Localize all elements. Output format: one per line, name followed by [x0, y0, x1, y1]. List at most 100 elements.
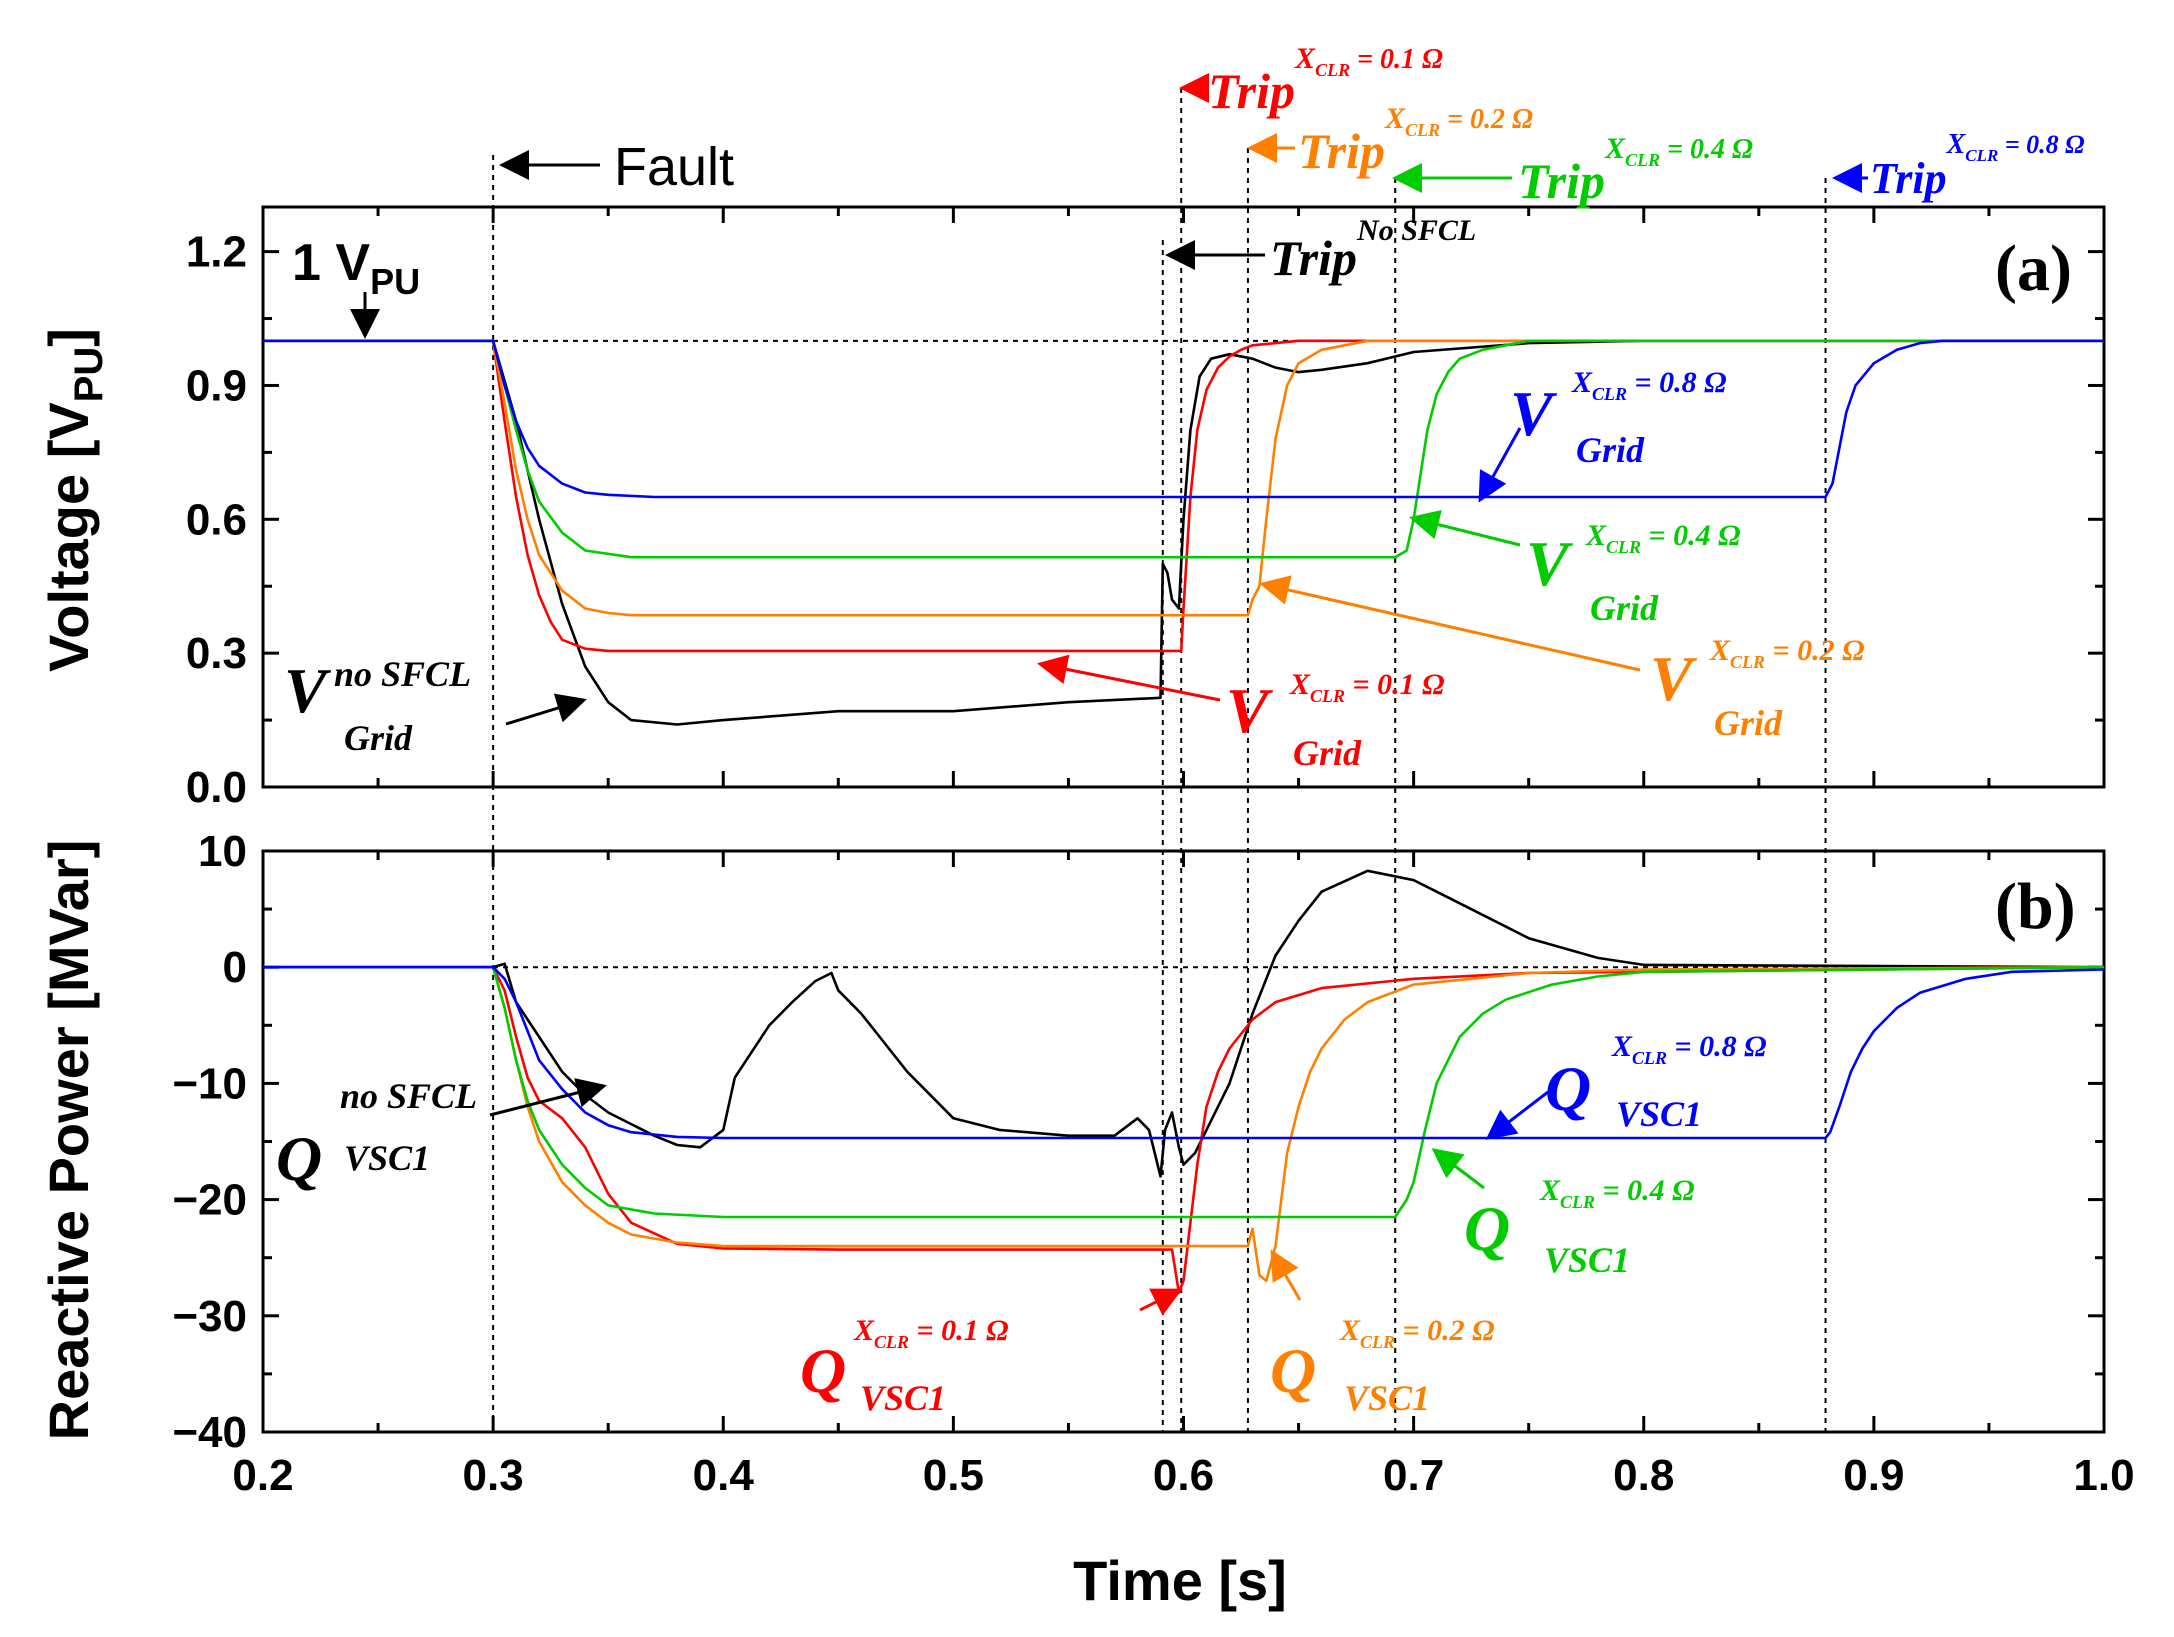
xtick-label: 0.2: [232, 1451, 293, 1500]
trip-xclr-01-suptail: = 0.1 Ω: [1350, 44, 1443, 75]
ann-v-nosfcl: V no SFCL Grid: [284, 654, 587, 758]
svg-text:TripNo SFCL: TripNo SFCL: [1270, 214, 1476, 286]
svg-text:Grid: Grid: [1576, 430, 1645, 470]
reactive-power-series-1: [263, 965, 2105, 1294]
ann-v-xclr-02: V XCLR = 0.2 Ω Grid: [1259, 575, 1865, 743]
svg-text:VSC1: VSC1: [1544, 1240, 1630, 1280]
trip-xclr-02-supsub: CLR: [1405, 120, 1440, 140]
svg-text:XCLR = 0.4 Ω: XCLR = 0.4 Ω: [1585, 519, 1741, 557]
panel-b-ytick-label: −10: [172, 1059, 247, 1108]
reactive-power-series-3: [263, 965, 2105, 1219]
svg-text:XCLR = 0.8 Ω: XCLR = 0.8 Ω: [1571, 366, 1727, 404]
trip-xclr-08: TripXCLR = 0.8 Ω: [1832, 129, 2085, 203]
trip-xclr-02-suptail: = 0.2 Ω: [1440, 104, 1533, 135]
ann-q-xclr-02: Q XCLR = 0.2 Ω VSC1: [1270, 1249, 1495, 1418]
trip-xclr-04-suptail: = 0.4 Ω: [1660, 134, 1753, 165]
trip-xclr-04-supsub: CLR: [1625, 150, 1660, 170]
panel-b-tag: (b): [1995, 870, 2076, 943]
voltage-series-0: [263, 339, 2104, 726]
ann-q-xclr-08: Q XCLR = 0.8 Ω VSC1: [1485, 1030, 1767, 1140]
ylabel-a-close: ]: [37, 328, 100, 347]
xtick-labels: 0.2 0.3 0.4 0.5 0.6 0.7 0.8 0.9 1.0: [232, 1451, 2134, 1500]
svg-text:V: V: [1650, 643, 1698, 714]
panel-a-ytick-label: 0.6: [186, 495, 247, 544]
svg-text:Q: Q: [1464, 1193, 1510, 1264]
ann-v-xclr-04: V XCLR = 0.4 Ω Grid: [1409, 509, 1741, 628]
trip-xclr-02: TripXCLR = 0.2 Ω: [1247, 102, 1533, 179]
svg-text:Grid: Grid: [344, 718, 413, 758]
reference-lines: [263, 88, 2104, 1432]
panel-b-ytick-label: −20: [172, 1176, 247, 1225]
fault-label: Fault: [614, 137, 734, 197]
xtick-label: 0.6: [1153, 1451, 1214, 1500]
svg-text:Grid: Grid: [1590, 588, 1659, 628]
trip-xclr-04-label: Trip: [1518, 153, 1605, 209]
ann-q-xclr-01: Q XCLR = 0.1 Ω VSC1: [800, 1288, 1183, 1418]
trip-xclr-04: TripXCLR = 0.4 Ω: [1392, 132, 1753, 209]
panel-b-ytick-labels: 10 0 −10 −20 −30 −40: [172, 827, 247, 1457]
ylabel-b: Reactive Power [MVar]: [37, 840, 100, 1441]
svg-text:no SFCL: no SFCL: [340, 1076, 477, 1116]
reference-label-sub: PU: [370, 261, 420, 302]
svg-text:XCLR = 0.1 Ω: XCLR = 0.1 Ω: [853, 1314, 1009, 1352]
trip-xclr-08-supsub: CLR: [1965, 146, 1998, 165]
trip-no-sfcl: TripNo SFCL: [1165, 214, 1476, 286]
panel-a-ytick-labels: 0.0 0.3 0.6 0.9 1.2: [186, 228, 247, 812]
svg-text:TripXCLR = 0.1 Ω: TripXCLR = 0.1 Ω: [1208, 42, 1443, 119]
reactive-power-series-2: [263, 965, 2105, 1283]
ylabel-a-sub: PU: [67, 347, 111, 403]
svg-text:VSC1: VSC1: [1344, 1378, 1430, 1418]
trip-xclr-08-label: Trip: [1870, 154, 1947, 203]
ann-v-xclr-08: V XCLR = 0.8 Ω Grid: [1478, 366, 1727, 503]
svg-text:XCLR = 0.8 Ω: XCLR = 0.8 Ω: [1611, 1030, 1767, 1068]
xtick-label: 0.3: [463, 1451, 524, 1500]
svg-text:XCLR = 0.2 Ω: XCLR = 0.2 Ω: [1709, 634, 1865, 672]
panel-a-ytick-label: 0.3: [186, 629, 247, 678]
svg-text:Q: Q: [1545, 1053, 1591, 1124]
xtick-label: 0.9: [1843, 1451, 1904, 1500]
panel-b-series: [263, 869, 2105, 1294]
svg-text:Q: Q: [800, 1335, 846, 1406]
trip-xclr-08-sup: X: [1946, 129, 1967, 160]
svg-text:VSC1: VSC1: [860, 1378, 946, 1418]
svg-text:VSC1: VSC1: [1616, 1094, 1702, 1134]
svg-text:XCLR = 0.2 Ω: XCLR = 0.2 Ω: [1339, 1314, 1495, 1352]
xtick-label: 0.5: [923, 1451, 984, 1500]
trip-xclr-02-sup: X: [1384, 102, 1406, 135]
trip-no-sfcl-label: Trip: [1270, 230, 1357, 286]
svg-text:Q: Q: [276, 1123, 322, 1194]
panel-a-ytick-label: 1.2: [186, 228, 247, 277]
reference-label: 1 VPU: [292, 234, 420, 302]
svg-text:TripXCLR = 0.4 Ω: TripXCLR = 0.4 Ω: [1518, 132, 1753, 209]
panel-a-ytick-label: 0.9: [186, 361, 247, 410]
panel-b-ytick-label: 0: [223, 943, 247, 992]
panel-a-ytick-label: 0.0: [186, 763, 247, 812]
ann-v-xclr-01: V XCLR = 0.1 Ω Grid: [1037, 654, 1445, 773]
voltage-series-4: [263, 339, 2104, 499]
panel-a-ticks: [261, 207, 2106, 789]
trip-xclr-08-suptail: = 0.8 Ω: [1998, 130, 2084, 159]
voltage-series-3: [263, 339, 2104, 559]
trip-xclr-02-label: Trip: [1298, 123, 1385, 179]
trip-xclr-01-supsub: CLR: [1315, 60, 1350, 80]
svg-text:V: V: [284, 655, 332, 726]
xlabel: Time [s]: [1073, 1549, 1287, 1612]
svg-text:XCLR = 0.4 Ω: XCLR = 0.4 Ω: [1539, 1174, 1695, 1212]
svg-text:V: V: [1526, 528, 1574, 599]
panel-a-tag: (a): [1995, 232, 2072, 305]
xtick-label: 0.8: [1613, 1451, 1674, 1500]
voltage-series-1: [263, 339, 2104, 653]
svg-text:VSC1: VSC1: [344, 1138, 430, 1178]
ann-q-xclr-04: Q XCLR = 0.4 Ω VSC1: [1431, 1148, 1695, 1280]
trip-xclr-04-sup: X: [1604, 132, 1626, 165]
xtick-label: 0.7: [1383, 1451, 1444, 1500]
xtick-label: 0.4: [693, 1451, 755, 1500]
reactive-power-series-0: [263, 869, 2105, 1178]
panel-b-ytick-label: −30: [172, 1292, 247, 1341]
reactive-power-series-4: [263, 965, 2105, 1140]
panel-b-ytick-label: −40: [172, 1408, 247, 1457]
svg-text:V: V: [1226, 675, 1274, 746]
panel-a-series: [263, 339, 2104, 726]
svg-text:Grid: Grid: [1293, 733, 1362, 773]
ann-q-nosfcl: Q no SFCL VSC1: [276, 1076, 607, 1194]
